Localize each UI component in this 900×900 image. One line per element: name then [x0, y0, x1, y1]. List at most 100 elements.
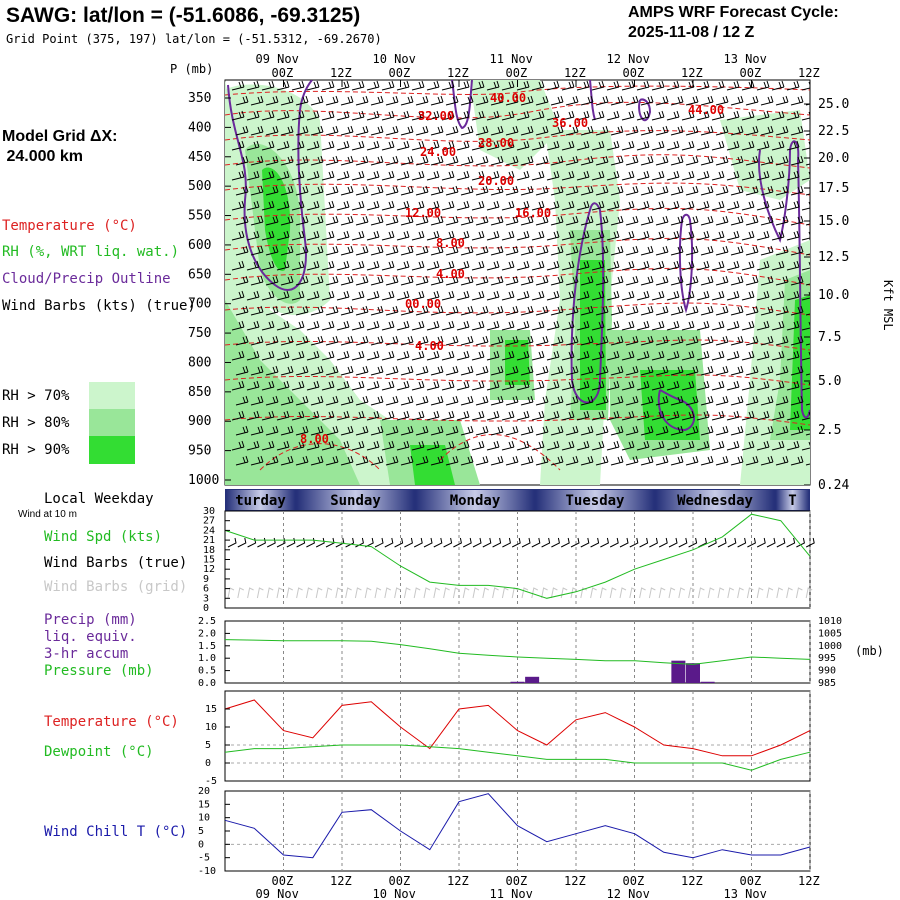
wind-barb [546, 260, 560, 271]
wind-barb [639, 537, 649, 548]
wind-barb [790, 185, 804, 196]
wind-barb [280, 95, 294, 106]
wind-barb [355, 537, 364, 548]
time-tick-label: 00Z [389, 66, 411, 80]
wind-barb [550, 245, 564, 256]
wind-barb [265, 155, 279, 166]
wind-barb [580, 305, 594, 316]
wind-barb [741, 80, 755, 91]
wind-barb [666, 200, 680, 211]
wind-barb [621, 440, 635, 451]
weekday-segment [656, 490, 774, 510]
wind-barb [565, 425, 579, 436]
wind-barb [745, 245, 759, 256]
wind-barb [715, 335, 729, 346]
wind-barb [747, 537, 756, 548]
wind-barb [625, 125, 639, 136]
wind-barb [456, 380, 470, 391]
wind-barb [655, 215, 669, 226]
wind-barb [531, 350, 545, 361]
wind-barb [576, 140, 590, 151]
wind-barb [580, 215, 594, 226]
wind-barb [711, 380, 725, 391]
wind-barb [475, 275, 489, 286]
wind-barb [430, 185, 444, 196]
grid-wind-barb [609, 587, 617, 599]
time-tick-label: 12Z [681, 66, 703, 80]
wind-barb [265, 125, 279, 136]
wind-barb [295, 95, 309, 106]
wind-barb [700, 305, 714, 316]
wind-barb [776, 537, 786, 548]
wind-barb [625, 425, 639, 436]
grid-wind-barb [286, 587, 294, 599]
wind-barb [606, 170, 620, 181]
wind-barb [351, 320, 365, 331]
wind-barb [786, 290, 800, 301]
temp-tick-label: -5 [205, 776, 217, 787]
rh-90-label: RH > 90% [2, 442, 70, 458]
wind-barb [396, 410, 410, 421]
wind-barb [505, 215, 519, 226]
wind-barb [370, 95, 384, 106]
wind-barb [400, 305, 414, 316]
wind-barb [726, 440, 740, 451]
wind-barb [426, 140, 440, 151]
wind-barb [610, 365, 624, 376]
wind-barb [685, 395, 699, 406]
wind-barb [621, 230, 635, 241]
wind-barb [711, 110, 725, 121]
wind-barb [801, 381, 810, 391]
wind-barb [516, 110, 530, 121]
wind-barb [621, 170, 635, 181]
wind-barb [441, 260, 455, 271]
wind-barb [636, 440, 650, 451]
wind-barb [561, 380, 575, 391]
wind-barb [415, 215, 429, 226]
pressure-tick-label: 850 [188, 385, 211, 400]
grid-wind-barb [345, 587, 352, 599]
wind-barb [321, 230, 335, 241]
wind-barb [426, 230, 440, 241]
weekday-segment [776, 490, 809, 510]
wind-barb [471, 170, 485, 181]
wind-barb [505, 95, 519, 106]
rh-70-swatch [89, 382, 135, 409]
wind-barb [231, 110, 245, 121]
wind-barb [291, 350, 305, 361]
wind-barb [460, 215, 474, 226]
wind-barb [486, 110, 500, 121]
wind-barb [400, 395, 414, 406]
wind-barb [471, 320, 485, 331]
wind-barb [801, 81, 810, 91]
weekday-label: turday [235, 493, 286, 509]
wind-barb [475, 395, 489, 406]
wind-barb [771, 350, 785, 361]
wind-barb [381, 410, 395, 421]
grid-wind-barb [364, 587, 372, 599]
wind-barb [550, 305, 564, 316]
wind-barb [711, 350, 725, 361]
wind-barb [306, 200, 320, 211]
grid-wind-barb [570, 587, 578, 599]
grid-wind-barb [276, 587, 284, 599]
wind-barb [520, 275, 534, 286]
wind-barb [250, 365, 264, 376]
wind-barb [666, 170, 680, 181]
wind-barb [520, 125, 534, 136]
wind-barb [745, 215, 759, 226]
wind-barb [595, 95, 609, 106]
wind-barb [730, 395, 744, 406]
wind-barb [231, 290, 245, 301]
wind-barb [636, 80, 650, 91]
wind-barb [696, 440, 710, 451]
wind-barb [490, 155, 504, 166]
wind-barb [520, 335, 534, 346]
pressure-unit-label: (mb) [855, 644, 884, 658]
wind-barb [700, 395, 714, 406]
wind-barb [666, 230, 680, 241]
wind-barb [261, 170, 275, 181]
grid-wind-barb [599, 587, 607, 599]
wind-barb [531, 200, 545, 211]
